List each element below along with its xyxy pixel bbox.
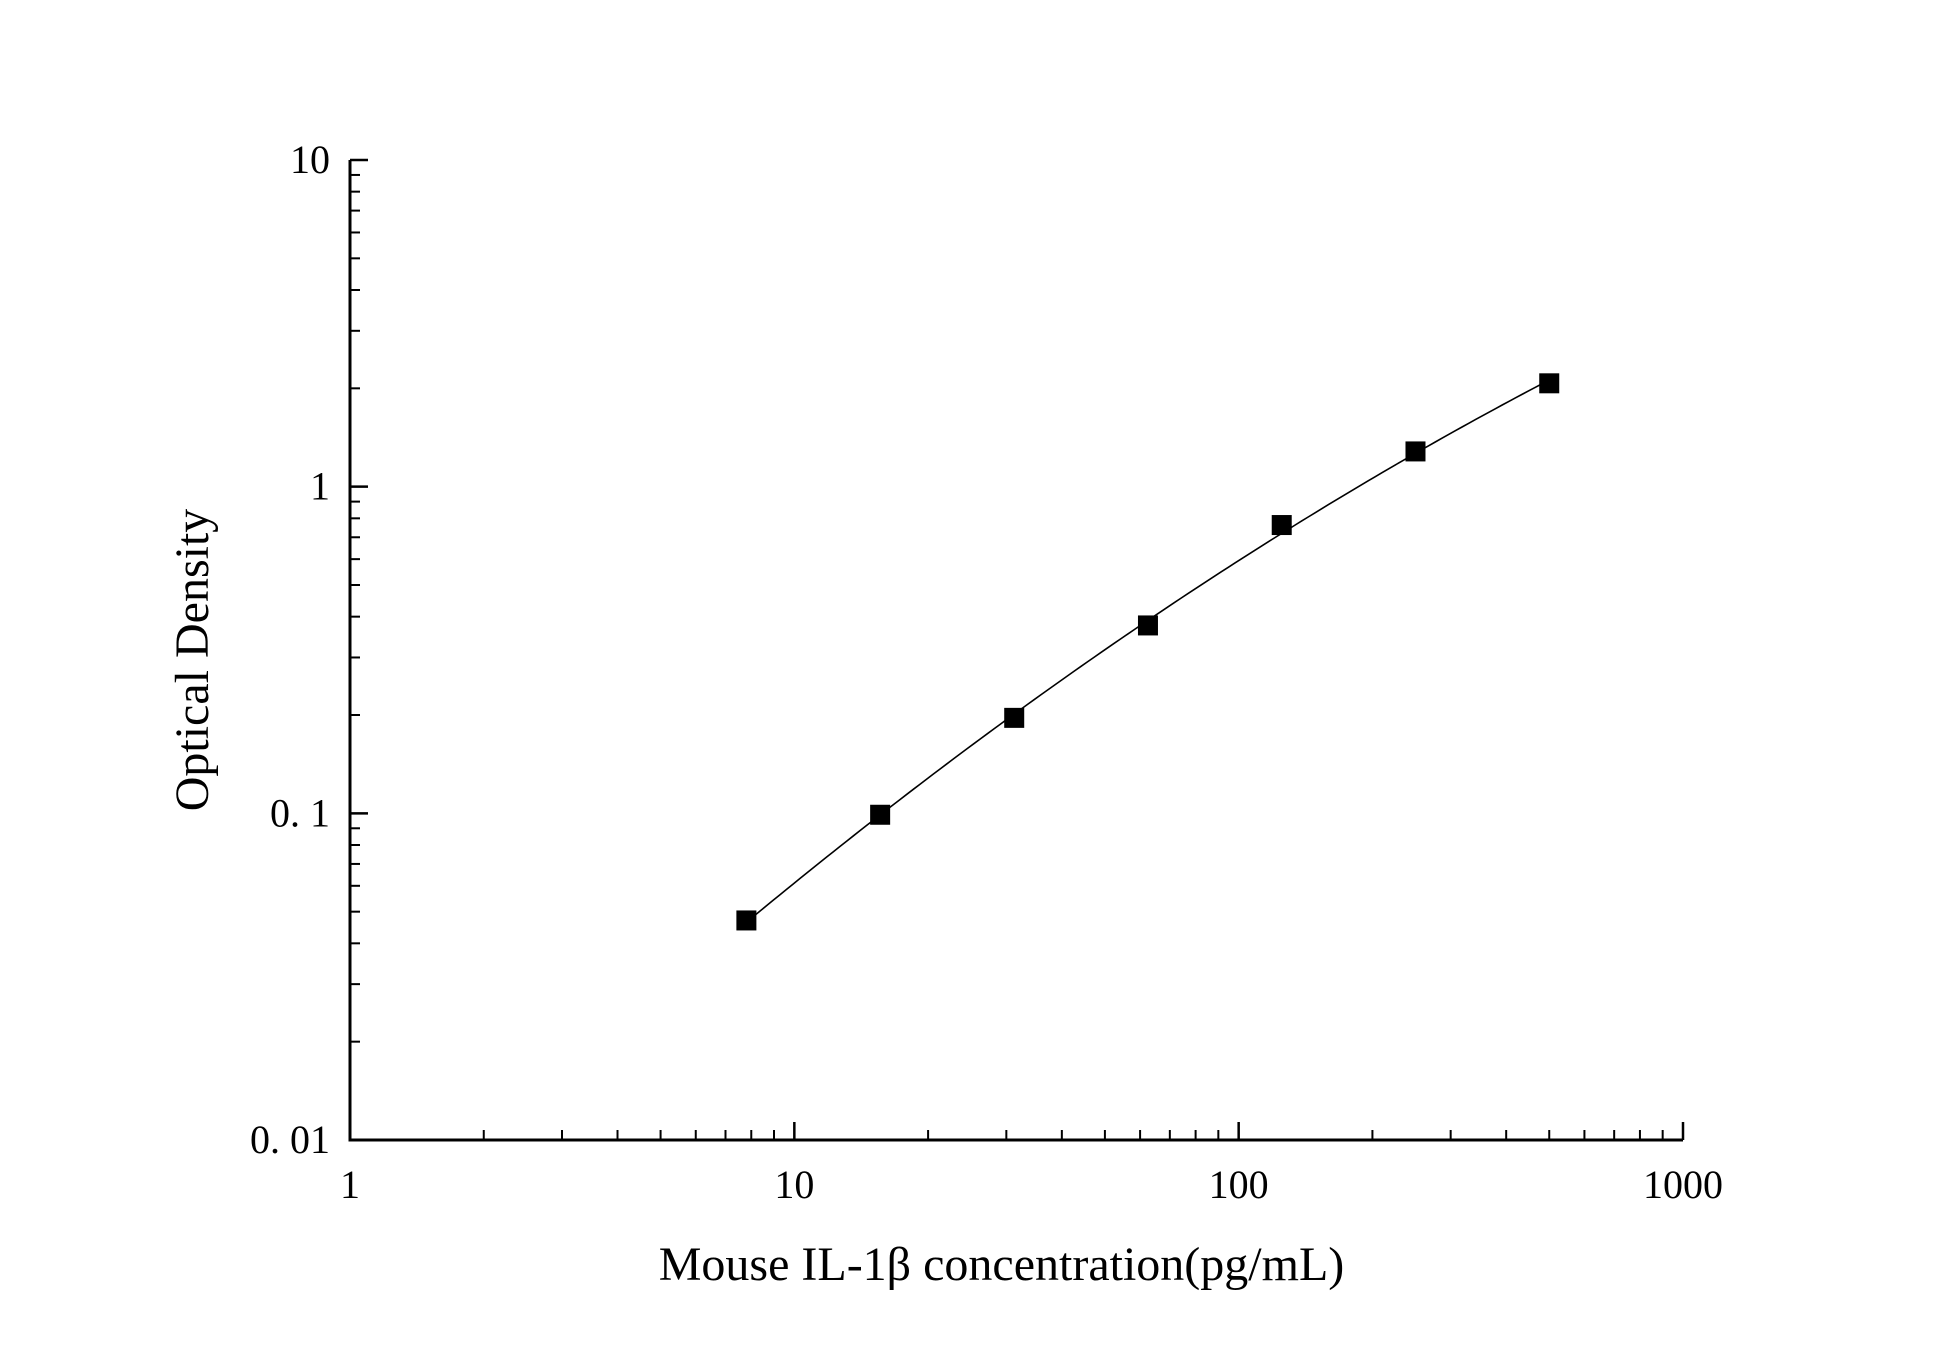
x-axis-title: Mouse IL-1β concentration(pg/mL) bbox=[659, 1238, 1345, 1291]
fit-curve bbox=[745, 379, 1550, 923]
x-tick-label: 1 bbox=[340, 1162, 360, 1207]
minor-ticks bbox=[350, 173, 1664, 1140]
x-tick-label: 100 bbox=[1209, 1162, 1269, 1207]
x-ticks: 1 10 100 1000 bbox=[340, 1122, 1723, 1207]
x-tick-label: 10 bbox=[774, 1162, 814, 1207]
y-tick-label: 0. 01 bbox=[250, 1117, 330, 1162]
data-point bbox=[1137, 615, 1158, 636]
data-point bbox=[1539, 373, 1560, 394]
data-point bbox=[1405, 441, 1426, 462]
data-point bbox=[1271, 515, 1292, 536]
y-tick-label: 1 bbox=[310, 464, 330, 509]
y-tick-label: 0. 1 bbox=[270, 790, 330, 835]
y-ticks: 0. 01 0. 1 1 10 bbox=[250, 137, 368, 1162]
data-point bbox=[736, 910, 757, 931]
data-markers bbox=[736, 373, 1560, 931]
data-point bbox=[1004, 707, 1025, 728]
y-axis-title: Optical Density bbox=[166, 509, 219, 812]
x-tick-label: 1000 bbox=[1643, 1162, 1723, 1207]
y-tick-label: 10 bbox=[290, 137, 330, 182]
data-point bbox=[870, 804, 891, 825]
